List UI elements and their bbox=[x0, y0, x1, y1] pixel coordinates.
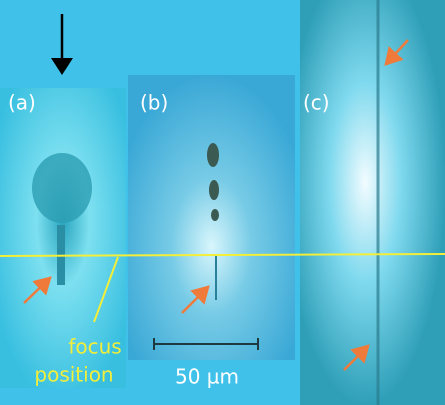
panel-label: (c) bbox=[303, 91, 330, 115]
panel-label: (a) bbox=[8, 91, 36, 115]
panel-c bbox=[300, 0, 445, 405]
figure: (a) (b) (c) 50 µm focus position bbox=[0, 0, 445, 405]
void bbox=[32, 153, 92, 223]
annotation: position bbox=[34, 363, 113, 387]
scale-label: 50 µm bbox=[175, 365, 239, 389]
panel-label: (b) bbox=[140, 91, 168, 115]
annotation: focus bbox=[68, 335, 121, 359]
